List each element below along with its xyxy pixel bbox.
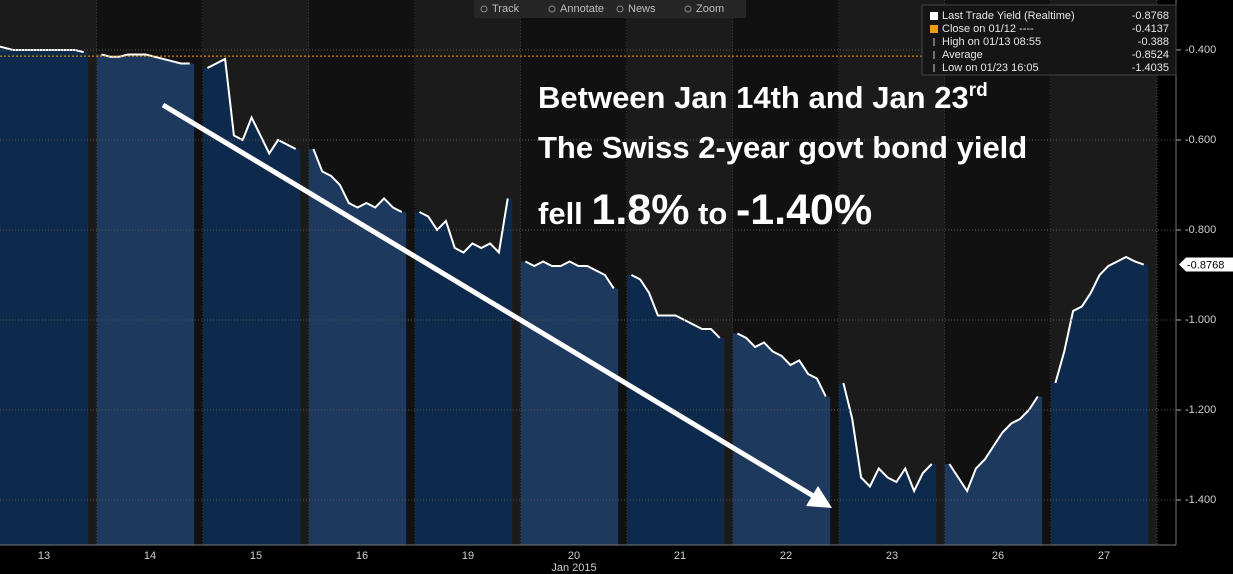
- arrow-shaft: [161, 102, 817, 500]
- toolbar-icon: [616, 5, 624, 13]
- line: [842, 382, 933, 494]
- annotation-text: to: [698, 196, 727, 231]
- annotation-line: fell 1.8% to -1.40%: [538, 186, 872, 234]
- toolbar-button[interactable]: [476, 1, 540, 17]
- legend-label: Close on 01/12 ----: [942, 23, 1034, 35]
- area: [415, 198, 513, 545]
- arrow: [161, 102, 832, 508]
- legend-label: Average: [942, 49, 983, 61]
- toolbar-button[interactable]: [680, 1, 744, 17]
- annotation-sup: rd: [969, 80, 988, 101]
- y-tick-label: -0.800: [1185, 224, 1216, 236]
- toolbar-icon: [480, 5, 488, 13]
- annotation-line: Between Jan 14th and Jan 23rd: [538, 80, 988, 115]
- y-tick-label: -0.600: [1185, 134, 1216, 146]
- area: [309, 148, 407, 545]
- x-tick-label: 20: [568, 550, 580, 562]
- line: [736, 332, 827, 397]
- x-axis-label: Jan 2015: [551, 562, 596, 574]
- last-value-badge: [1179, 257, 1233, 272]
- legend-value: -0.8524: [1132, 49, 1169, 61]
- legend-value: -0.388: [1138, 36, 1169, 48]
- line: [630, 274, 721, 339]
- x-tick-label: 27: [1098, 550, 1110, 562]
- area: [521, 261, 619, 545]
- toolbar-icon: [684, 5, 692, 13]
- x-tick-label: 19: [462, 550, 474, 562]
- arrow-head: [806, 486, 832, 508]
- toolbar-button[interactable]: [612, 1, 676, 17]
- legend-value: -0.4137: [1132, 23, 1169, 35]
- legend-value: -0.8768: [1132, 10, 1169, 22]
- x-tick-label: 22: [780, 550, 792, 562]
- annotation: Between Jan 14th and Jan 23rd The Swiss …: [538, 80, 1027, 234]
- annotation-line: The Swiss 2-year govt bond yield: [538, 130, 1027, 165]
- toolbar-icon: [548, 5, 556, 13]
- x-tick-label: 15: [250, 550, 262, 562]
- area: [839, 382, 937, 545]
- legend-box: [921, 4, 1177, 76]
- legend-label: Low on 01/23 16:05: [942, 62, 1039, 74]
- annotation-text: -1.40%: [736, 186, 872, 234]
- area: [203, 58, 301, 545]
- x-tick-label: 26: [992, 550, 1004, 562]
- area: [97, 54, 195, 546]
- legend-value: -1.4035: [1132, 62, 1169, 74]
- last-value-label: -0.8768: [1187, 259, 1224, 271]
- legend-label: Last Trade Yield (Realtime): [942, 10, 1075, 22]
- toolbar-label[interactable]: Zoom: [696, 3, 724, 15]
- area: [945, 396, 1043, 545]
- line: [418, 198, 509, 255]
- y-tick-label: -1.200: [1185, 404, 1216, 416]
- toolbar: Track Annotate News Zoom: [474, 0, 746, 18]
- y-tick-label: -1.000: [1185, 314, 1216, 326]
- line: [1054, 255, 1145, 384]
- toolbar-label[interactable]: News: [628, 3, 656, 15]
- x-tick-label: 13: [38, 550, 50, 562]
- y-tick-label: -1.400: [1185, 494, 1216, 506]
- line: [101, 53, 190, 65]
- toolbar-label[interactable]: Track: [492, 3, 520, 15]
- x-tick-label: 23: [886, 550, 898, 562]
- legend-label: High on 01/13 08:55: [942, 36, 1041, 48]
- line: [312, 148, 403, 213]
- line: [524, 260, 615, 290]
- x-tick-label: 14: [144, 550, 156, 562]
- annotation-text: Between Jan 14th and Jan 23: [538, 80, 969, 115]
- area: [1051, 256, 1149, 545]
- legend-swatch: [930, 12, 938, 20]
- area: [0, 46, 89, 545]
- legend: Last Trade Yield (Realtime) -0.8768 Close …: [921, 4, 1177, 76]
- x-tick-label: 21: [674, 550, 686, 562]
- legend-swatch: [930, 25, 938, 33]
- toolbar-bg: [474, 0, 746, 18]
- y-tick-label: -0.400: [1185, 44, 1216, 56]
- x-tick-label: 16: [356, 550, 368, 562]
- toolbar-label[interactable]: Annotate: [560, 3, 604, 15]
- annotation-text: fell: [538, 196, 583, 231]
- toolbar-button[interactable]: [544, 1, 608, 17]
- line: [206, 57, 297, 156]
- annotation-text: 1.8%: [591, 186, 689, 234]
- line: [948, 395, 1039, 494]
